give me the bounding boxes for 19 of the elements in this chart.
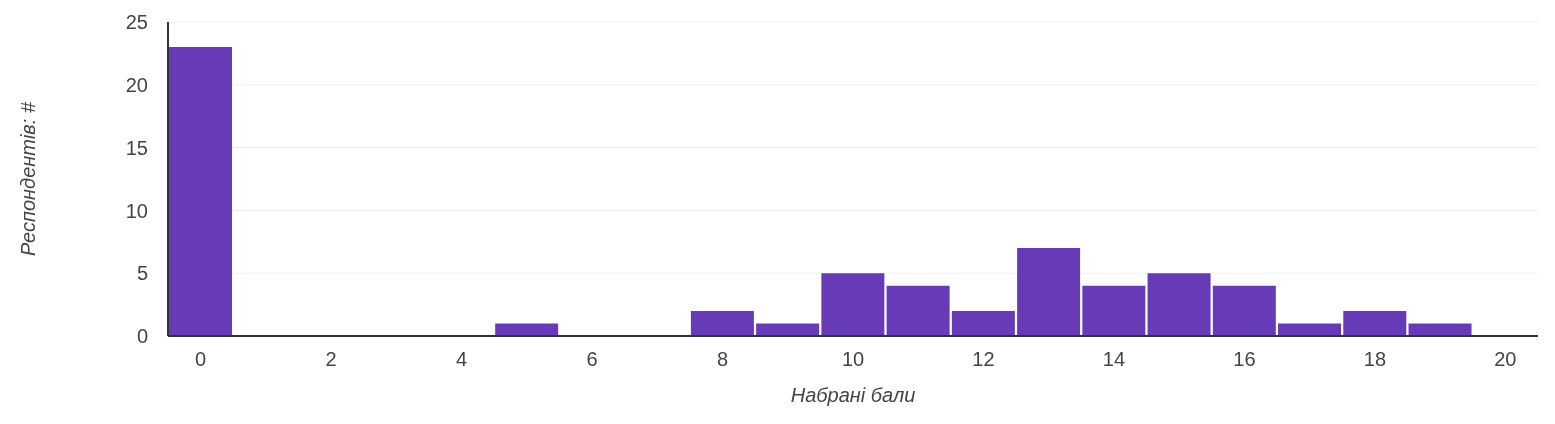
x-tick-label: 6 (586, 348, 598, 371)
y-tick-label: 25 (125, 11, 148, 34)
x-tick-label: 10 (841, 348, 865, 371)
y-tick-label: 5 (136, 262, 148, 285)
x-tick-label: 18 (1363, 348, 1387, 371)
y-tick-label: 20 (125, 73, 148, 96)
x-tick-label: 20 (1494, 348, 1517, 371)
y-tick-label: 10 (125, 199, 148, 222)
y-axis-title: Респондентів: # (17, 101, 40, 257)
x-tick-label: 16 (1233, 348, 1256, 371)
x-tick-label: 14 (1102, 348, 1126, 371)
x-tick-label: 12 (972, 348, 995, 371)
x-tick-label: 0 (195, 348, 207, 371)
x-tick-label: 2 (325, 348, 337, 371)
y-tick-label: 0 (136, 325, 148, 348)
x-tick-label: 8 (716, 348, 729, 371)
y-tick-label: 15 (125, 136, 148, 159)
x-tick-label: 4 (456, 348, 468, 371)
x-axis-title: Набрані бали (790, 384, 916, 406)
